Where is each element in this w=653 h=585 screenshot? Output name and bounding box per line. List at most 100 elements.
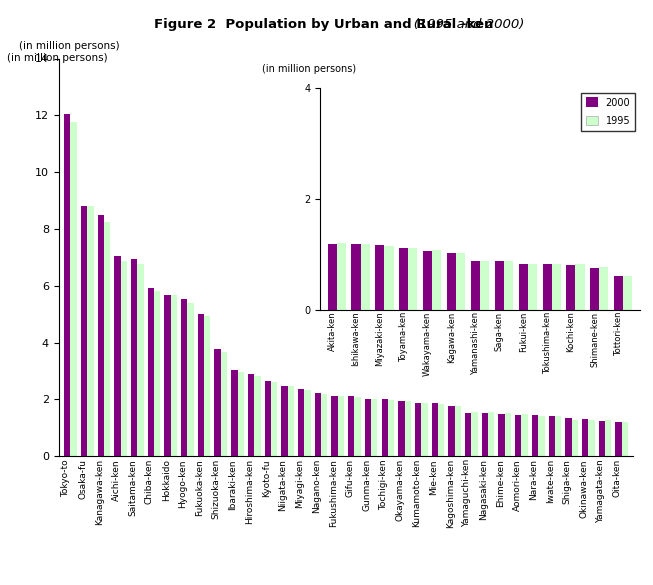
Bar — [623, 276, 632, 310]
Bar — [121, 261, 127, 456]
Bar — [528, 264, 537, 310]
Bar — [532, 415, 538, 456]
Bar — [488, 412, 494, 456]
Bar — [375, 245, 385, 310]
Bar — [522, 414, 528, 456]
Bar — [170, 295, 177, 456]
Bar — [495, 261, 504, 310]
Bar — [432, 404, 438, 456]
Bar — [238, 372, 244, 456]
Bar — [480, 261, 489, 310]
Bar — [566, 265, 575, 310]
Bar — [388, 400, 394, 456]
Bar — [456, 253, 465, 310]
Bar — [405, 401, 411, 456]
Bar — [482, 413, 488, 456]
Text: (in million persons): (in million persons) — [7, 53, 107, 63]
Bar — [415, 404, 421, 456]
Bar — [438, 404, 444, 456]
Bar — [355, 397, 361, 456]
Bar — [254, 376, 261, 456]
Bar — [131, 259, 137, 456]
Bar — [421, 404, 428, 456]
Text: (in million persons): (in million persons) — [18, 40, 119, 50]
Bar — [432, 250, 441, 310]
Text: (1995 and 2000): (1995 and 2000) — [129, 18, 524, 30]
Bar — [328, 244, 337, 310]
Bar — [505, 414, 511, 456]
Bar — [408, 248, 417, 310]
Bar — [304, 390, 311, 456]
Legend: 2000, 1995: 2000, 1995 — [581, 92, 635, 130]
Bar — [590, 268, 599, 310]
Bar — [221, 352, 227, 456]
Bar — [518, 264, 528, 310]
Bar — [399, 248, 408, 310]
Bar — [471, 260, 480, 310]
Bar — [337, 243, 345, 310]
Bar — [165, 295, 170, 456]
Bar — [97, 215, 104, 456]
Bar — [331, 396, 338, 456]
Bar — [287, 386, 294, 456]
Bar — [64, 113, 71, 456]
Bar — [515, 415, 522, 456]
Bar — [114, 256, 121, 456]
Bar — [137, 264, 144, 456]
Bar — [321, 394, 327, 456]
Text: (in million persons): (in million persons) — [263, 64, 357, 74]
Bar — [465, 413, 471, 456]
Bar — [549, 416, 555, 456]
Bar — [264, 381, 271, 456]
Bar — [381, 400, 388, 456]
Bar — [447, 253, 456, 310]
Bar — [575, 264, 584, 310]
Bar — [231, 370, 238, 456]
Bar — [371, 400, 377, 456]
Bar — [148, 288, 154, 456]
Bar — [582, 419, 588, 456]
Bar — [614, 276, 623, 310]
Bar — [454, 406, 461, 456]
Bar — [198, 314, 204, 456]
Bar — [543, 264, 552, 310]
Bar — [248, 374, 254, 456]
Bar — [565, 418, 571, 456]
Bar — [449, 406, 454, 456]
Bar — [71, 122, 77, 456]
Bar — [555, 416, 561, 456]
Bar — [385, 246, 394, 310]
Bar — [351, 245, 360, 310]
Bar — [298, 389, 304, 456]
Bar — [538, 416, 545, 456]
Bar — [599, 267, 609, 310]
Bar — [281, 386, 287, 456]
Bar — [214, 349, 221, 456]
Text: Figure 2  Population by Urban and Rural -ken: Figure 2 Population by Urban and Rural -… — [155, 18, 498, 30]
Bar — [365, 399, 371, 456]
Bar — [588, 420, 595, 456]
Bar — [204, 316, 210, 456]
Bar — [615, 422, 622, 456]
Bar — [181, 298, 187, 456]
Bar — [360, 245, 370, 310]
Bar — [571, 419, 578, 456]
Bar — [504, 261, 513, 310]
Bar — [552, 264, 561, 310]
Bar — [348, 397, 355, 456]
Bar — [605, 421, 611, 456]
Bar — [187, 303, 194, 456]
Bar — [471, 412, 478, 456]
Bar — [622, 422, 628, 456]
Bar — [398, 401, 405, 456]
Bar — [599, 421, 605, 456]
Bar — [498, 414, 505, 456]
Bar — [154, 291, 161, 456]
Bar — [87, 207, 93, 456]
Bar — [423, 250, 432, 310]
Bar — [104, 222, 110, 456]
Bar — [338, 396, 344, 456]
Bar — [81, 206, 87, 456]
Bar — [271, 381, 278, 456]
Bar — [315, 393, 321, 456]
